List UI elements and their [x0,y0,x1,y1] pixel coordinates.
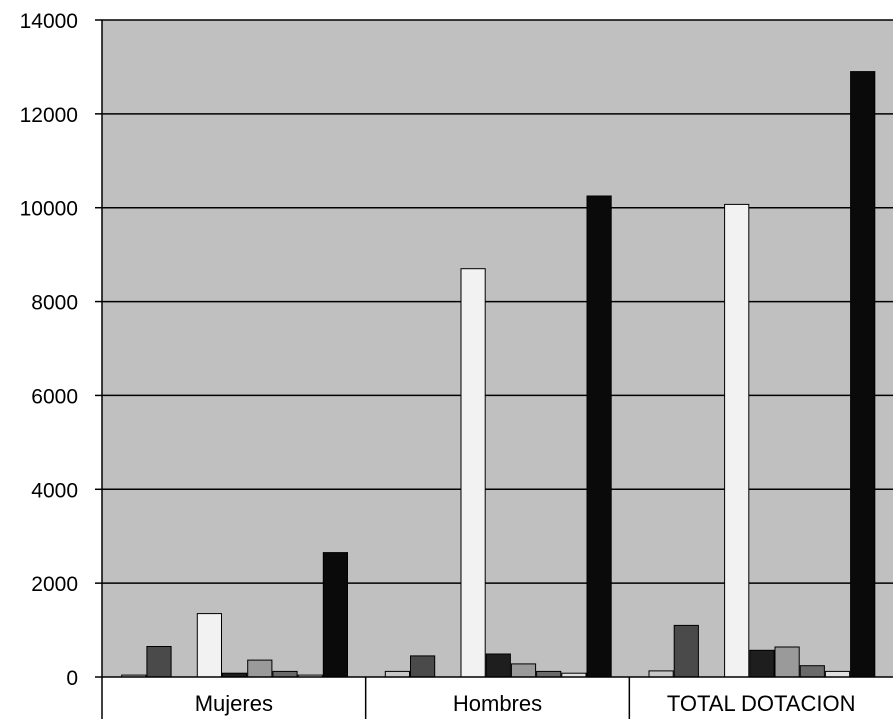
y-tick-label: 8000 [31,292,78,315]
bar-total-dotacion-s2 [673,624,699,678]
y-tick-label: 6000 [31,385,78,408]
x-category-label: Hombres [453,691,542,716]
y-tick-label: 0 [66,667,78,690]
x-category-label: Mujeres [195,691,273,716]
bar-total-dotacion-s6 [774,646,800,678]
plot-area [102,20,893,677]
x-category-label: TOTAL DOTACION [667,691,856,716]
y-tick-labels: 0 2000 4000 6000 8000 10000 12000 14000 [20,10,102,690]
x-category-labels: Mujeres Hombres TOTAL DOTACION [195,691,856,716]
bar-mujeres-s9 [322,552,348,678]
bar-mujeres-s6 [247,659,273,678]
bar-total-dotacion-s8 [824,670,851,678]
bar-total-dotacion-s5 [749,649,775,678]
bar-total-dotacion-s9 [850,71,876,678]
bar-mujeres-s4 [196,613,223,678]
bar-hombres-s4 [460,268,486,678]
axes [101,20,893,719]
y-tick-label: 2000 [31,573,78,596]
y-tick-label: 10000 [20,198,78,221]
bar-hombres-s1 [384,670,410,678]
bar-hombres-s2 [410,655,436,678]
gridlines [102,19,893,584]
bar-hombres-s6 [510,663,537,678]
y-tick-label: 4000 [31,479,78,502]
bar-mujeres-s2 [146,646,172,678]
bar-mujeres-s7 [272,670,298,678]
bar-hombres-s5 [485,653,511,678]
y-tick-label: 12000 [20,104,78,127]
y-tick-label: 14000 [20,10,78,33]
bars [121,71,876,678]
bar-hombres-s9 [586,195,612,678]
bar-hombres-s7 [536,670,562,678]
bar-total-dotacion-s1 [648,670,674,678]
bar-total-dotacion-s4 [724,203,750,678]
bar-total-dotacion-s7 [799,665,825,678]
